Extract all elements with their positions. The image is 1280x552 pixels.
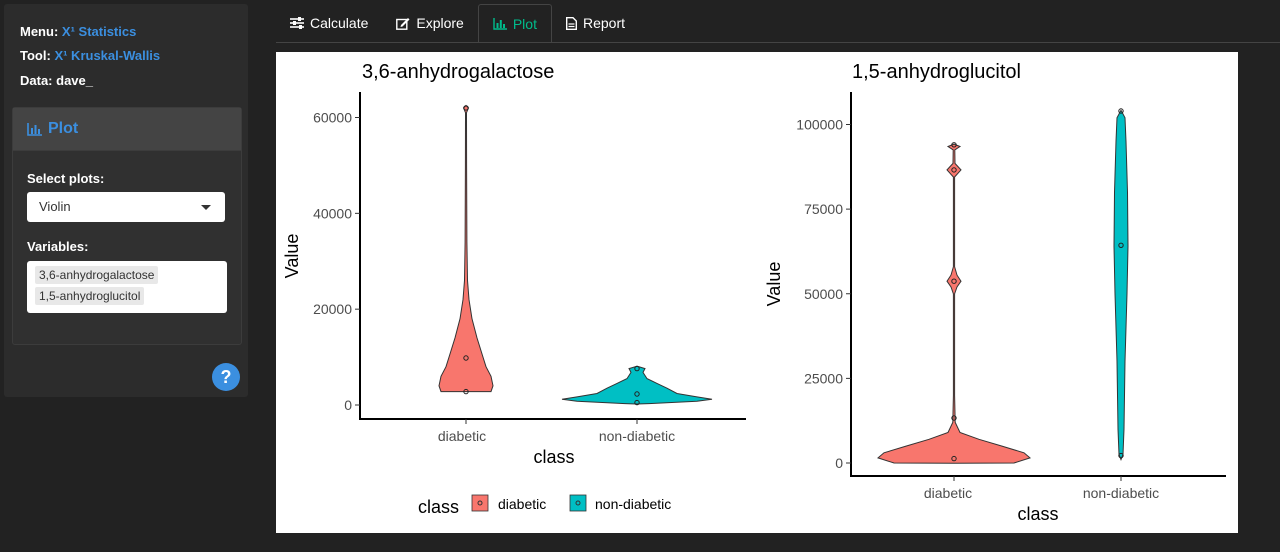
chevron-down-icon [201,205,211,210]
y-tick-label: 25000 [804,370,843,386]
data-point [634,391,640,397]
y-tick-label: 50000 [804,286,843,302]
legend-key-diabetic [471,494,489,512]
data-point [634,399,640,406]
chart2-xtick-label: diabetic [924,485,972,501]
chart1-violin-diabetic [438,104,494,393]
y-tick-label: 75000 [804,201,843,217]
variable-chip[interactable]: 1,5-anhydroglucitol [35,287,145,305]
menu-label: Menu: [20,24,59,39]
data-point [951,142,957,148]
y-tick-label: 60000 [313,110,352,126]
tool-label: Tool: [20,48,51,63]
y-tick-label: 40000 [313,205,352,221]
legend-label-diabetic: diabetic [498,496,546,512]
legend-key-non-diabetic [569,494,587,512]
tab-label: Calculate [310,15,369,31]
tab-report[interactable]: Report [552,4,639,42]
help-icon[interactable]: ? [212,363,240,391]
tab-label: Report [582,15,625,31]
tab-divider [276,42,1280,43]
chart2-violin-non-diabetic [1113,109,1129,461]
plot-type-value: Violin [39,199,71,214]
variables-label: Variables: [27,239,89,254]
data-point [463,105,469,111]
plot-area: 3,6-anhydrogalactose 0 20000 40000 60000 Va… [276,52,1238,533]
chart2-y-label: Value [764,262,784,307]
variables-input[interactable]: 3,6-anhydrogalactose 1,5-anhydroglucitol [27,261,227,313]
data-point [463,388,469,395]
plot-type-select[interactable]: Violin [27,192,225,222]
edit-icon [396,17,410,30]
chart2-x-label: class [1017,504,1058,524]
variable-chip[interactable]: 3,6-anhydrogalactose [35,266,159,284]
chart1-xtick-label: non-diabetic [599,428,675,444]
plot-options-panel: Plot Select plots: Violin Variables: 3,6… [12,107,242,345]
panel-header: Plot [13,108,241,151]
data-point [1118,108,1124,114]
chart1-violin-non-diabetic [561,365,713,405]
chart2-points [951,108,1124,462]
tab-label: Explore [416,15,464,31]
menu-value[interactable]: X¹ Statistics [61,24,137,39]
tab-explore[interactable]: Explore [382,4,477,42]
sliders-icon [290,17,304,29]
legend-label-non-diabetic: non-diabetic [595,496,671,512]
data-point [1118,452,1124,459]
data-point [1118,242,1124,249]
chart1-y-ticks: 0 20000 40000 60000 [313,110,360,413]
data-point [951,278,957,284]
panel-title: Plot [48,120,79,137]
tool-value[interactable]: X¹ Kruskal-Wallis [54,48,161,63]
data-point [951,167,957,173]
chart1-title: 3,6-anhydrogalactose [362,61,554,83]
y-tick-label: 0 [835,455,843,471]
file-icon [565,16,577,30]
y-tick-label: 0 [344,397,352,413]
chart1-points [463,105,640,406]
chart1-xtick-label: diabetic [438,428,486,444]
tab-plot[interactable]: Plot [477,4,552,42]
tab-bar: Calculate Explore Plot Report [276,4,639,42]
y-tick-label: 100000 [796,117,843,133]
legend-key-point [575,500,581,506]
chart2-violin-diabetic [876,143,1032,464]
data-point [463,355,469,361]
y-tick-label: 20000 [313,301,352,317]
chart1-x-label: class [533,447,574,467]
chart2-y-ticks: 0 25000 50000 75000 100000 [796,117,851,471]
sidebar: Menu: X¹ Statistics Tool: X¹ Kruskal-Wal… [4,4,248,397]
chart2-title: 1,5-anhydroglucitol [852,61,1021,83]
data-info: Data: dave_ [20,73,93,88]
violin-plots: 3,6-anhydrogalactose 0 20000 40000 60000 Va… [282,61,1226,524]
menu-info: Menu: X¹ Statistics [20,24,136,39]
data-point [634,365,640,372]
chart1-y-label: Value [282,234,302,279]
legend-key-point [477,500,483,506]
chart2-xtick-label: non-diabetic [1083,485,1159,501]
bar-chart-icon [27,123,42,136]
tab-label: Plot [512,15,537,32]
data-point [951,455,957,462]
data-label: Data: [20,73,53,88]
tool-info: Tool: X¹ Kruskal-Wallis [20,48,160,63]
bar-chart-icon [493,17,507,30]
legend-title: class [418,497,459,517]
data-value: dave_ [56,73,94,88]
data-point [951,415,957,421]
select-plots-label: Select plots: [27,171,105,186]
tab-calculate[interactable]: Calculate [276,4,382,42]
